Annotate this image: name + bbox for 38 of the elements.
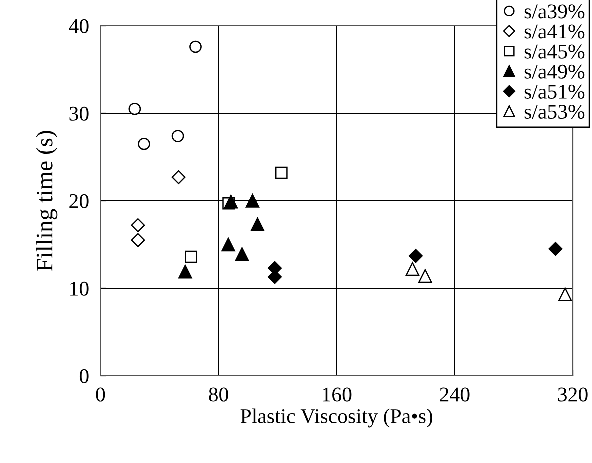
point: [131, 218, 146, 233]
point: [131, 233, 146, 248]
point: [190, 40, 202, 54]
legend-label: s/a45%: [524, 44, 585, 59]
point: [224, 195, 238, 209]
point: [406, 262, 420, 276]
y-axis-title: Filling time (s): [36, 131, 58, 272]
legend-label: s/a53%: [524, 104, 585, 120]
point: [172, 170, 186, 184]
point: [222, 238, 236, 252]
y-tick-label: 30: [70, 106, 89, 121]
x-axis-title: Plastic Viscosity (Pa•s): [240, 408, 433, 428]
point: [246, 194, 260, 208]
x-tick-label: 320: [558, 388, 588, 402]
point: [235, 248, 250, 262]
legend-label: s/a39%: [524, 4, 585, 19]
point: [128, 102, 142, 116]
point: [548, 242, 563, 256]
legend-label: s/a51%: [524, 84, 585, 100]
point: [185, 250, 198, 264]
point: [408, 249, 423, 264]
point: [138, 138, 150, 150]
x-tick-label: 160: [323, 388, 352, 402]
x-tick-label: 0: [96, 388, 106, 402]
point: [275, 166, 288, 180]
legend-label: s/a41%: [524, 24, 585, 39]
y-tick-label: 0: [80, 369, 89, 384]
x-tick-label: 240: [440, 388, 470, 402]
point: [178, 265, 192, 279]
point: [418, 269, 432, 284]
y-tick-label: 10: [70, 282, 89, 296]
point: [558, 288, 572, 302]
y-tick-label: 20: [70, 194, 89, 208]
point: [172, 130, 184, 142]
legend-label: s/a49%: [524, 64, 585, 79]
x-tick-label: 80: [209, 388, 228, 402]
point: [250, 218, 265, 232]
y-tick-label: 40: [69, 19, 89, 34]
